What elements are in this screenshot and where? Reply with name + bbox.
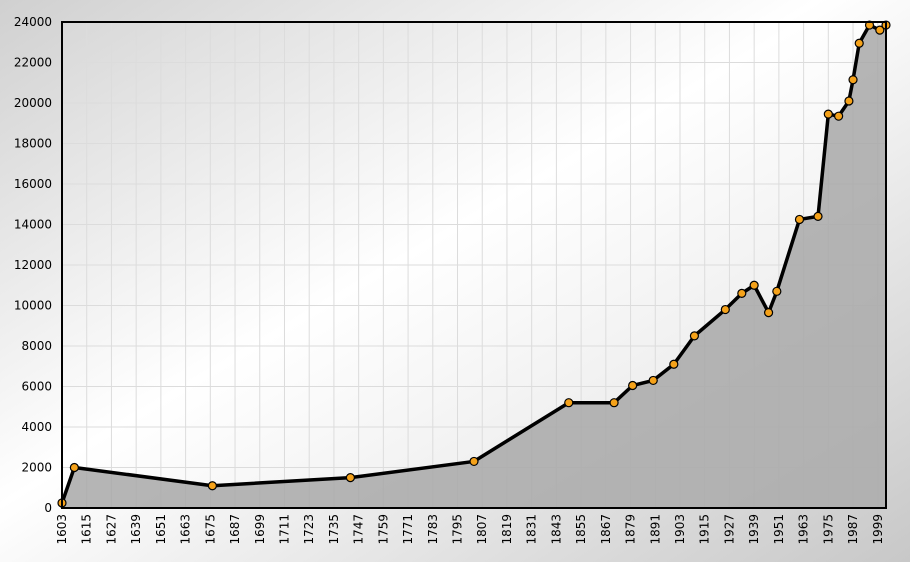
x-tick-label: 1795 <box>451 514 465 545</box>
marker <box>648 375 658 386</box>
x-tick-label: 1867 <box>599 514 613 545</box>
marker <box>848 75 858 85</box>
marker <box>834 111 844 121</box>
marker <box>772 286 782 296</box>
y-tick-label: 14000 <box>14 218 52 232</box>
x-tick-label: 1855 <box>574 514 588 545</box>
x-tick-label: 1663 <box>179 514 193 545</box>
x-tick-label: 1999 <box>871 514 885 545</box>
y-tick-label: 24000 <box>14 15 52 29</box>
x-tick-label: 1939 <box>747 514 761 545</box>
x-tick-label: 1771 <box>401 514 415 545</box>
x-tick-label: 1747 <box>352 514 366 545</box>
marker <box>669 359 679 369</box>
marker <box>345 473 355 483</box>
y-tick-label: 22000 <box>14 56 52 70</box>
x-tick-label: 1987 <box>846 514 860 545</box>
x-tick-label: 1711 <box>277 514 291 545</box>
x-tick-label: 1651 <box>154 514 168 545</box>
x-tick-label: 1639 <box>129 514 143 545</box>
x-tick-label: 1807 <box>475 514 489 545</box>
marker <box>564 398 574 408</box>
marker <box>720 304 730 315</box>
x-tick-label: 1687 <box>228 514 242 545</box>
plot-frame <box>61 21 887 509</box>
marker <box>609 398 619 408</box>
marker <box>749 280 759 290</box>
x-tick-label: 1603 <box>55 514 69 545</box>
x-tick-label: 1951 <box>772 514 786 545</box>
area <box>62 25 886 508</box>
x-tick-label: 1723 <box>302 514 316 545</box>
y-tick-label: 6000 <box>21 380 52 394</box>
marker <box>875 25 885 35</box>
x-tick-label: 1615 <box>80 514 94 545</box>
x-tick-label: 1699 <box>253 514 267 545</box>
x-tick-label: 1843 <box>549 514 563 545</box>
y-tick-label: 18000 <box>14 137 52 151</box>
x-tick-label: 1879 <box>624 514 638 545</box>
y-tick-label: 4000 <box>21 420 52 434</box>
y-tick-label: 8000 <box>21 339 52 353</box>
marker <box>737 288 747 298</box>
marker <box>844 96 854 106</box>
x-tick-label: 1891 <box>648 514 662 545</box>
x-tick-label: 1831 <box>525 514 539 545</box>
x-tick-label: 1783 <box>426 514 440 545</box>
marker <box>854 38 864 48</box>
marker <box>628 380 638 391</box>
x-tick-label: 1735 <box>327 514 341 545</box>
x-tick-label: 1903 <box>673 514 687 545</box>
x-tick-label: 1963 <box>797 514 811 545</box>
marker <box>763 307 774 318</box>
marker <box>69 462 79 473</box>
marker <box>689 331 700 341</box>
y-tick-label: 2000 <box>21 461 52 475</box>
x-tick-label: 1819 <box>500 514 514 545</box>
x-tick-label: 1675 <box>203 514 217 545</box>
y-tick-label: 10000 <box>14 299 52 313</box>
x-tick-label: 1975 <box>821 514 835 545</box>
marker <box>794 214 805 225</box>
marker <box>469 456 479 467</box>
marker <box>823 109 833 119</box>
marker <box>207 481 217 491</box>
y-tick-label: 0 <box>44 501 52 515</box>
y-tick-label: 20000 <box>14 96 52 110</box>
x-tick-label: 1927 <box>722 514 736 545</box>
y-tick-label: 12000 <box>14 258 52 272</box>
y-tick-label: 16000 <box>14 177 52 191</box>
marker <box>813 211 823 221</box>
x-tick-label: 1759 <box>376 514 390 545</box>
x-tick-label: 1915 <box>698 514 712 545</box>
x-tick-label: 1627 <box>104 514 118 545</box>
